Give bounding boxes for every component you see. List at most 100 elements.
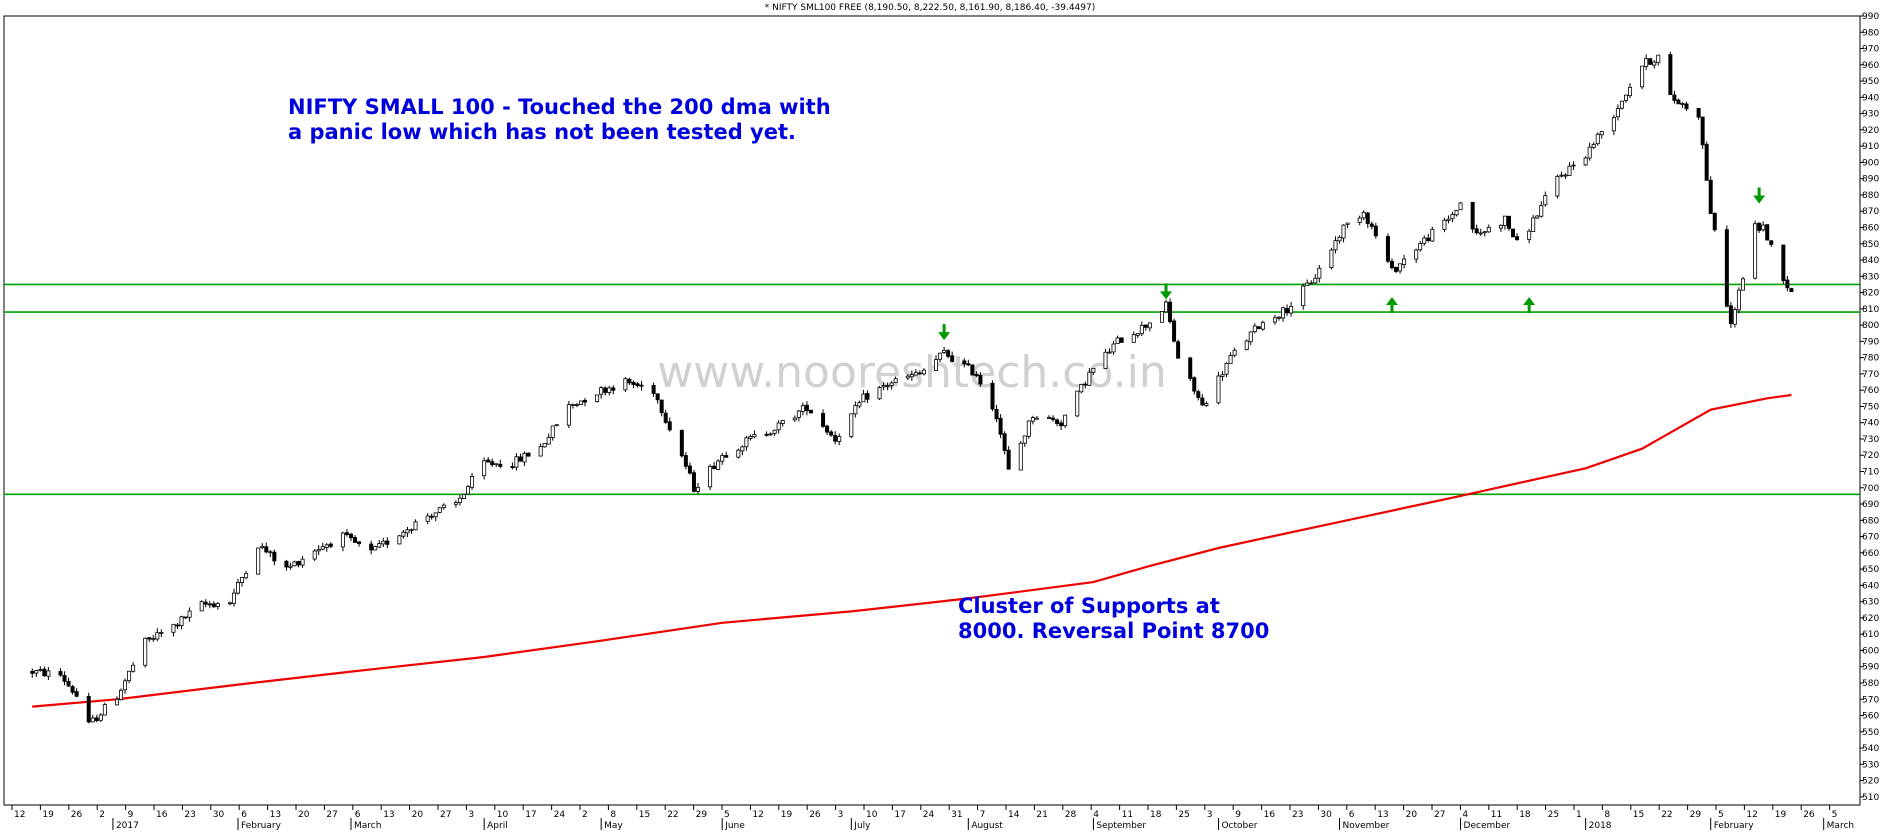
candle-body: [1785, 279, 1790, 289]
candle: [1789, 287, 1794, 292]
candle: [1402, 254, 1407, 269]
candle-body: [1232, 349, 1237, 356]
candle: [1115, 335, 1120, 345]
y-tick-label: 840: [1862, 256, 1879, 266]
x-tick-label: 24: [923, 810, 935, 820]
candle-body: [1563, 174, 1568, 177]
candle-body: [215, 603, 220, 607]
candle: [1446, 215, 1451, 224]
candle: [1535, 214, 1540, 219]
candle-body: [1228, 355, 1233, 364]
candle: [695, 482, 700, 494]
candle-body: [1172, 320, 1177, 342]
candle-body: [227, 602, 232, 605]
candle-body: [1107, 351, 1112, 354]
candle-body: [312, 550, 317, 560]
candle-body: [348, 533, 353, 539]
x-tick-label: 6: [241, 810, 247, 820]
candle-body: [498, 463, 503, 467]
candle: [1301, 283, 1306, 310]
y-tick-label: 810: [1862, 305, 1879, 315]
y-tick-label: 520: [1862, 777, 1879, 787]
candle-body: [70, 686, 75, 693]
candle: [861, 389, 866, 403]
candle: [1442, 217, 1447, 233]
x-tick-label: 17: [525, 810, 536, 820]
candle: [1708, 176, 1713, 214]
candle-body: [1026, 420, 1031, 437]
candle-body: [461, 494, 466, 499]
candle-body: [1426, 237, 1431, 241]
candle-body: [98, 714, 103, 721]
y-tick-label: 560: [1862, 712, 1879, 722]
candle: [119, 688, 124, 701]
y-tick-label: 880: [1862, 191, 1879, 201]
arrow-down-2: [1160, 283, 1173, 300]
candle-body: [796, 410, 801, 418]
candle-body: [1159, 311, 1164, 323]
candle-body: [905, 375, 910, 379]
candle-body: [441, 504, 446, 508]
candle-body: [377, 543, 382, 548]
candle: [1196, 389, 1201, 401]
candle: [1006, 446, 1011, 470]
candle-body: [316, 549, 321, 552]
x-tick-label: 30: [213, 810, 225, 820]
candle-body: [470, 476, 475, 488]
candle-body: [1668, 54, 1673, 96]
candle: [1188, 356, 1193, 382]
candle: [623, 377, 628, 393]
candle: [607, 385, 612, 396]
candle: [357, 541, 362, 547]
candle-body: [300, 558, 305, 566]
y-tick-label: 720: [1862, 451, 1879, 461]
candle: [946, 348, 951, 359]
candle-body: [1595, 133, 1600, 145]
candle-body: [1414, 249, 1419, 260]
candle: [1599, 130, 1604, 139]
candle: [1426, 233, 1431, 243]
candle: [397, 535, 402, 545]
candle: [780, 419, 785, 427]
candle-body: [1075, 390, 1080, 417]
candle: [974, 371, 979, 378]
arrow-head: [1523, 297, 1536, 306]
candle-body: [772, 429, 777, 434]
candle-body: [542, 443, 547, 448]
candle: [131, 662, 136, 673]
candle-body: [849, 413, 854, 437]
candle: [1422, 235, 1427, 246]
candle-body: [538, 446, 543, 457]
candle-body: [1781, 244, 1786, 281]
x-tick-label: 1: [1576, 810, 1582, 820]
candle: [538, 443, 543, 457]
x-tick-label: 11: [1491, 810, 1502, 820]
candle-body: [256, 547, 261, 575]
candle-body: [1111, 343, 1116, 353]
candle: [1147, 322, 1152, 332]
candle: [340, 531, 345, 552]
month-label: November: [1343, 821, 1390, 831]
y-tick-label: 940: [1862, 93, 1879, 103]
candle: [1018, 441, 1023, 471]
y-tick-label: 510: [1862, 793, 1879, 803]
candle-body: [268, 551, 273, 554]
candle: [905, 374, 910, 381]
y-tick-label: 920: [1862, 126, 1879, 136]
candle-body: [292, 561, 297, 567]
candle-body: [58, 671, 63, 676]
x-tick-label: 13: [270, 810, 281, 820]
candle-body: [603, 387, 608, 393]
candle: [1623, 94, 1628, 103]
candle-body: [1684, 103, 1689, 110]
candle-body: [1176, 341, 1181, 359]
x-tick-label: 3: [838, 810, 844, 820]
candle-body: [1389, 260, 1394, 269]
candle: [578, 400, 583, 405]
y-tick-label: 530: [1862, 760, 1879, 770]
candle-body: [1361, 211, 1366, 219]
y-tick-label: 680: [1862, 516, 1879, 526]
candle-body: [1256, 326, 1261, 329]
candle: [1458, 201, 1463, 211]
candle-body: [1422, 237, 1427, 244]
